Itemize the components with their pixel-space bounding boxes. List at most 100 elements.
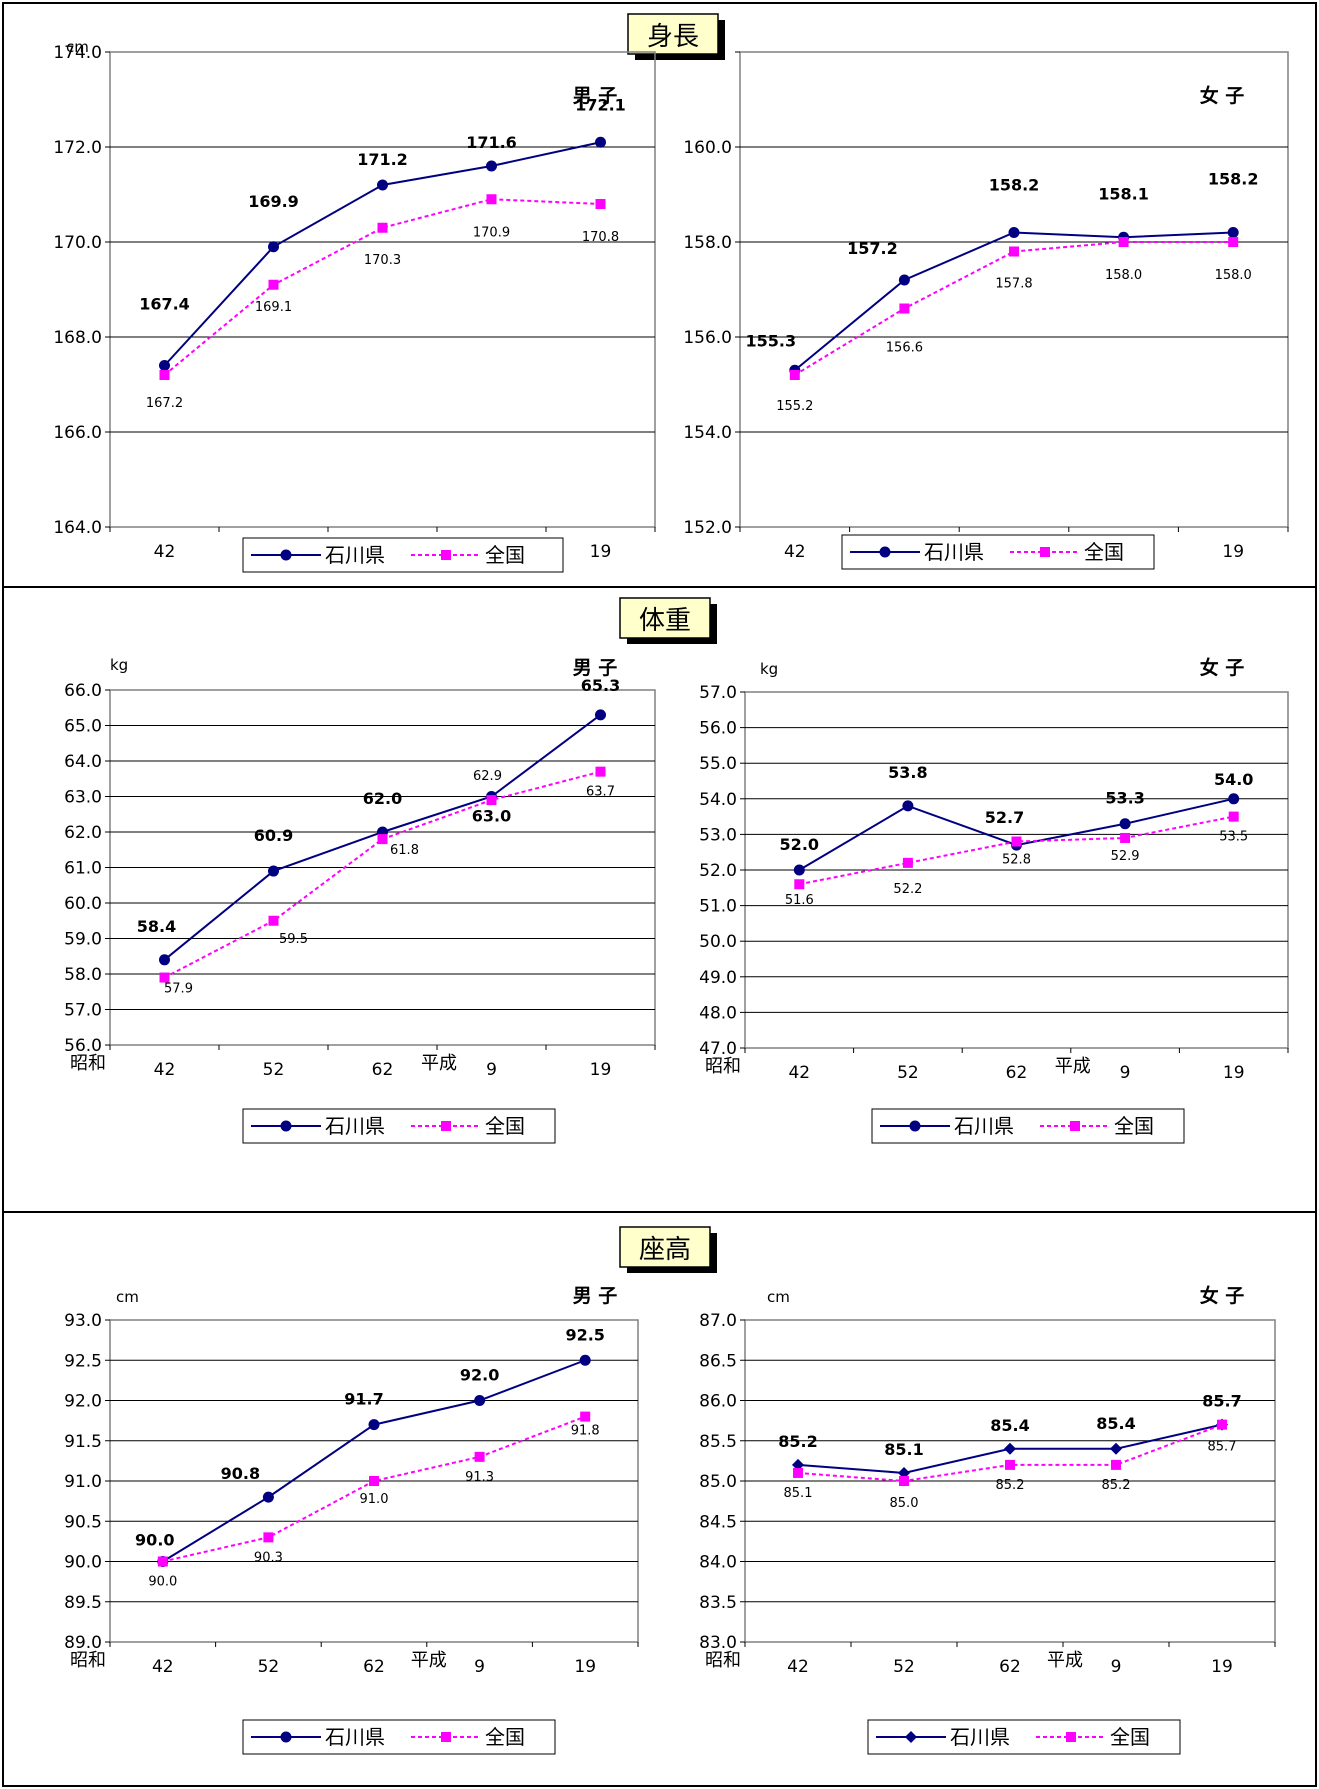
data-point-ishikawa [262, 1491, 274, 1503]
data-label-ishikawa: 158.1 [1098, 184, 1149, 203]
y-tick-label: 174.0 [53, 43, 102, 63]
x-era-label: 平成 [1055, 1056, 1091, 1077]
x-era-label: 昭和 [70, 1053, 106, 1074]
legend-label-ishikawa: 石川県 [325, 1114, 385, 1138]
data-point-national [899, 303, 910, 314]
data-label-ishikawa: 155.3 [745, 331, 796, 350]
data-label-ishikawa: 171.2 [357, 150, 408, 169]
data-label-national: 52.2 [893, 882, 922, 897]
x-tick-label: 9 [1120, 1063, 1131, 1083]
y-tick-label: 61.0 [64, 859, 102, 879]
gender-label: 女 子 [1200, 84, 1245, 107]
data-point-national [159, 972, 170, 983]
data-point-ishikawa [1110, 1442, 1122, 1455]
section-title-text: 座高 [639, 1235, 691, 1265]
data-label-ishikawa: 158.2 [989, 176, 1040, 195]
y-tick-label: 57.0 [64, 1001, 102, 1021]
data-point-ishikawa [159, 360, 170, 371]
x-tick-label: 19 [1223, 1063, 1245, 1083]
legend-marker-ishikawa [909, 1120, 921, 1132]
data-label-national: 90.3 [254, 1550, 283, 1565]
y-tick-label: 53.0 [699, 825, 737, 845]
data-point-ishikawa [268, 241, 279, 253]
legend-label-national: 全国 [1084, 540, 1124, 564]
data-point-ishikawa [1119, 818, 1131, 830]
gender-label: 女 子 [1200, 1284, 1245, 1307]
data-label-ishikawa: 91.7 [344, 1390, 383, 1409]
x-tick-label: 52 [258, 1657, 280, 1677]
legend-label-ishikawa: 石川県 [325, 1725, 385, 1749]
section-title-text: 身長 [647, 22, 699, 52]
y-tick-label: 64.0 [64, 752, 102, 772]
data-point-ishikawa [377, 179, 388, 191]
y-tick-label: 92.0 [64, 1392, 102, 1412]
data-label-national: 85.7 [1208, 1440, 1237, 1455]
y-tick-label: 83.5 [699, 1593, 737, 1613]
legend-marker-national [1040, 547, 1050, 557]
y-tick-label: 59.0 [64, 930, 102, 950]
y-tick-label: 83.0 [699, 1633, 737, 1653]
y-tick-label: 51.0 [699, 897, 737, 917]
data-point-national [1217, 1419, 1227, 1430]
legend-label-national: 全国 [1110, 1725, 1150, 1749]
y-tick-label: 60.0 [64, 894, 102, 914]
data-point-ishikawa [159, 954, 170, 966]
data-label-national: 91.3 [465, 1470, 494, 1485]
data-point-national [1111, 1459, 1121, 1470]
data-point-national [1120, 832, 1131, 843]
legend-marker-national [441, 550, 451, 560]
y-tick-label: 54.0 [699, 790, 737, 810]
section-title-weight: 体重 [619, 597, 717, 644]
data-label-ishikawa: 53.8 [888, 763, 927, 782]
gender-label: 男 子 [573, 1285, 618, 1307]
data-label-national: 59.5 [279, 932, 308, 947]
data-point-ishikawa [268, 865, 279, 877]
data-point-national [486, 795, 497, 806]
y-tick-label: 91.5 [64, 1432, 102, 1452]
x-tick-label: 42 [787, 1657, 809, 1677]
plot-area [739, 51, 1289, 528]
data-point-national [474, 1451, 485, 1462]
data-point-national [377, 222, 388, 233]
y-tick-label: 66.0 [64, 681, 102, 701]
data-label-national: 61.8 [390, 843, 419, 858]
data-label-ishikawa: 92.5 [565, 1325, 604, 1344]
data-point-ishikawa [792, 1458, 804, 1471]
legend-label-national: 全国 [1114, 1114, 1154, 1138]
data-point-ishikawa [595, 136, 606, 148]
x-tick-label: 62 [372, 1060, 394, 1080]
data-point-national [268, 915, 279, 926]
x-tick-label: 52 [893, 1657, 915, 1677]
legend-label-national: 全国 [485, 543, 525, 567]
data-label-national: 158.0 [1105, 268, 1142, 283]
y-tick-label: 58.0 [64, 965, 102, 985]
data-point-national [899, 1476, 909, 1486]
legend-marker-ishikawa [879, 546, 891, 558]
plot-area [109, 51, 656, 528]
section-title-height: 身長 [627, 13, 725, 60]
x-tick-label: 62 [999, 1657, 1021, 1677]
data-point-national [1011, 836, 1022, 847]
x-era-label: 平成 [421, 1053, 457, 1074]
data-label-ishikawa: 85.2 [778, 1432, 817, 1451]
gender-label: 男 子 [573, 657, 618, 679]
data-point-national [486, 194, 497, 205]
y-tick-label: 57.0 [699, 683, 737, 703]
data-point-national [369, 1476, 379, 1486]
data-point-ishikawa [1004, 1442, 1016, 1455]
y-tick-label: 92.5 [64, 1351, 102, 1371]
data-label-national: 155.2 [776, 399, 813, 414]
x-tick-label: 42 [154, 1060, 176, 1080]
y-tick-label: 168.0 [53, 328, 102, 348]
data-label-ishikawa: 53.3 [1105, 789, 1144, 808]
y-tick-label: 84.0 [699, 1553, 737, 1573]
gender-label: 男 子 [573, 85, 618, 107]
data-point-national [793, 1467, 803, 1478]
y-tick-label: 170.0 [53, 233, 102, 253]
data-point-national [1005, 1459, 1015, 1470]
y-tick-label: 90.5 [64, 1512, 102, 1532]
x-tick-label: 19 [1222, 542, 1244, 562]
data-label-ishikawa: 60.9 [254, 826, 293, 845]
data-point-national [580, 1411, 591, 1422]
